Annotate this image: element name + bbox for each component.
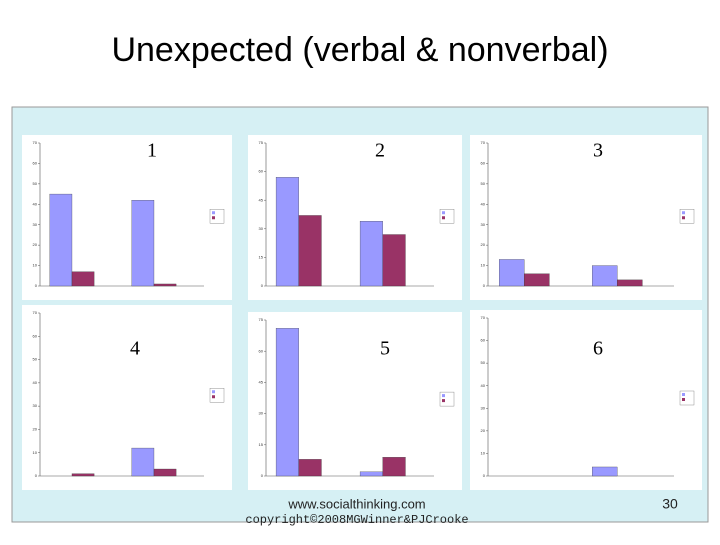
y-tick-label: 40 [33, 380, 38, 385]
y-tick-label: 30 [33, 222, 38, 227]
y-tick-label: 0 [483, 473, 486, 478]
legend-swatch [442, 211, 445, 215]
chart-number: 1 [147, 140, 157, 162]
legend-swatch [682, 393, 685, 396]
y-tick-label: 20 [33, 426, 38, 431]
y-tick-label: 50 [33, 357, 38, 362]
legend-swatch [682, 398, 685, 401]
bar [499, 259, 525, 287]
bar [49, 193, 73, 287]
y-tick-label: 0 [483, 283, 486, 288]
bar [298, 215, 322, 287]
legend-swatch [442, 399, 445, 403]
legend-swatch [212, 216, 215, 220]
y-tick-label: 0 [261, 473, 264, 478]
y-tick-label: 45 [259, 197, 264, 202]
y-tick-label: 60 [33, 333, 38, 338]
y-tick-label: 50 [481, 181, 486, 186]
y-tick-label: 20 [33, 242, 38, 247]
bar [131, 200, 155, 287]
y-tick-label: 70 [481, 140, 486, 145]
bar [275, 177, 299, 287]
chart-number: 5 [380, 338, 390, 360]
y-tick-label: 70 [481, 315, 486, 320]
bar [153, 283, 177, 287]
bar [131, 447, 155, 477]
y-tick-label: 20 [481, 242, 486, 247]
bar [592, 265, 618, 287]
y-tick-label: 75 [259, 317, 264, 322]
bar [617, 279, 643, 287]
footer-url: www.socialthinking.com [287, 496, 425, 511]
y-tick-label: 40 [481, 383, 486, 388]
chart-number: 4 [130, 338, 140, 360]
y-tick-label: 70 [33, 310, 38, 315]
y-tick-label: 30 [481, 405, 486, 410]
y-tick-label: 30 [33, 403, 38, 408]
legend-swatch [442, 394, 445, 398]
y-tick-label: 30 [259, 411, 264, 416]
legend-swatch [212, 395, 215, 399]
y-tick-label: 50 [33, 181, 38, 186]
page-number: 30 [662, 496, 678, 512]
y-tick-label: 40 [481, 201, 486, 206]
bar [298, 459, 322, 477]
legend-swatch [212, 211, 215, 215]
bar [382, 234, 406, 287]
chart-area [470, 310, 702, 490]
bar [153, 468, 177, 477]
y-tick-label: 10 [33, 263, 38, 268]
slide-title: Unexpected (verbal & nonverbal) [111, 31, 608, 69]
y-tick-label: 60 [481, 338, 486, 343]
y-tick-label: 60 [259, 348, 264, 353]
bar [71, 473, 95, 477]
chart-number: 6 [593, 338, 603, 360]
y-tick-label: 0 [35, 473, 38, 478]
y-tick-label: 10 [33, 450, 38, 455]
y-tick-label: 30 [481, 222, 486, 227]
bar [275, 328, 299, 477]
y-tick-label: 75 [259, 140, 264, 145]
y-tick-label: 70 [33, 140, 38, 145]
legend-swatch [682, 216, 685, 220]
legend-swatch [442, 216, 445, 220]
chart-area [22, 305, 232, 490]
bar [359, 221, 383, 287]
y-tick-label: 20 [481, 428, 486, 433]
legend-swatch [212, 390, 215, 394]
y-tick-label: 10 [481, 263, 486, 268]
y-tick-label: 10 [481, 450, 486, 455]
y-tick-label: 50 [481, 360, 486, 365]
y-tick-label: 15 [259, 254, 264, 259]
y-tick-label: 60 [33, 160, 38, 165]
bar [359, 471, 383, 477]
footer-copyright: copyright©2008MGWinner&PJCrooke [245, 513, 468, 527]
legend-swatch [682, 211, 685, 215]
y-tick-label: 45 [259, 379, 264, 384]
bar [592, 466, 618, 477]
bar [524, 273, 550, 287]
y-tick-label: 40 [33, 201, 38, 206]
bar [71, 271, 95, 287]
chart-number: 3 [593, 140, 603, 162]
y-tick-label: 60 [259, 169, 264, 174]
y-tick-label: 0 [261, 283, 264, 288]
chart-number: 2 [375, 140, 385, 162]
bar [382, 457, 406, 477]
y-tick-label: 30 [259, 226, 264, 231]
y-tick-label: 60 [481, 160, 486, 165]
y-tick-label: 15 [259, 442, 264, 447]
y-tick-label: 0 [35, 283, 38, 288]
